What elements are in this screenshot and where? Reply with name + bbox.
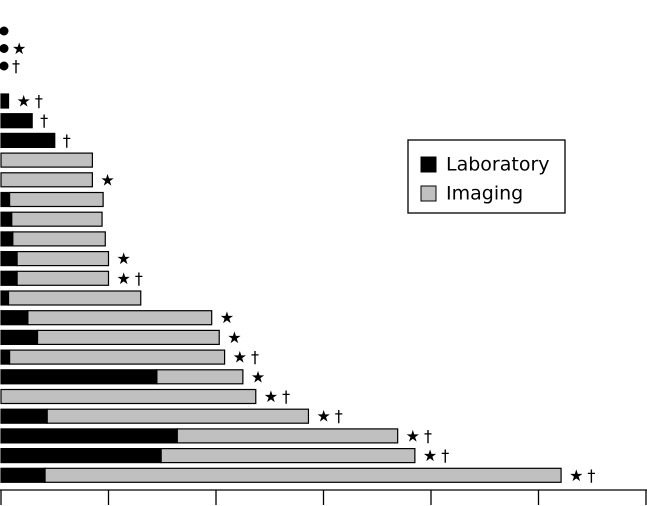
bar-segment <box>0 152 93 168</box>
bar-segment <box>46 408 310 424</box>
bar-annotation: ★† <box>316 407 346 426</box>
bar-annotation: ★ <box>227 328 245 347</box>
bar-annotation: ★† <box>406 426 436 445</box>
bar-segment <box>0 231 14 247</box>
bar-segment <box>0 211 13 227</box>
bar-annotation: † <box>40 111 52 130</box>
bar-segment <box>0 388 257 405</box>
bar-annotation: † <box>12 57 24 76</box>
bar-segment <box>12 231 106 247</box>
bar-annotation: ★ <box>117 249 135 268</box>
bar-segment <box>0 428 178 444</box>
bar-segment <box>0 290 10 306</box>
bar-segment <box>27 310 213 326</box>
bar-segment <box>0 467 46 483</box>
zero-dot <box>0 44 9 53</box>
bar-segment <box>16 251 110 267</box>
bar-segment <box>0 349 11 365</box>
bar-segment <box>0 310 29 326</box>
bar-segment <box>0 93 10 109</box>
bar-annotation: † <box>63 131 75 150</box>
bar-segment <box>160 448 416 464</box>
bar-segment <box>0 270 18 286</box>
bar-segment <box>0 369 158 385</box>
bar-annotation: ★ <box>251 367 269 386</box>
bar-annotation: ★† <box>117 269 147 288</box>
bar-segment <box>0 408 48 424</box>
bar-annotation: ★† <box>423 446 453 465</box>
bar-segment <box>156 369 244 385</box>
bar-annotation: ★† <box>569 466 599 485</box>
bar-annotation: ★ <box>12 39 30 58</box>
bar-segment <box>11 211 103 227</box>
zero-dot <box>0 61 9 71</box>
bar-segment <box>9 191 104 208</box>
zero-dot <box>0 26 9 36</box>
bar-segment <box>0 329 39 345</box>
bar-annotation: ★† <box>264 387 294 406</box>
bar-segment <box>0 113 33 129</box>
legend-label: Imaging <box>446 183 523 205</box>
bar-segment <box>9 349 226 365</box>
bar-segment <box>176 428 399 444</box>
bar-segment <box>44 467 562 483</box>
bar-segment <box>0 448 162 464</box>
bar-annotation: ★† <box>233 348 263 367</box>
legend: Laboratory Imaging <box>407 139 566 214</box>
bar-segment <box>0 251 18 267</box>
bar-annotation: ★† <box>17 92 47 111</box>
bar-annotation: ★ <box>100 170 118 189</box>
bar-segment <box>36 329 220 345</box>
bar-annotation: ★ <box>220 308 238 327</box>
bar-segment <box>7 290 142 306</box>
bar-segment <box>0 132 56 148</box>
legend-label: Laboratory <box>446 154 550 176</box>
bar-segment <box>0 172 93 188</box>
legend-swatch <box>420 156 437 173</box>
legend-swatch <box>420 185 437 202</box>
bar-segment <box>0 191 11 208</box>
bar-segment <box>16 270 110 286</box>
